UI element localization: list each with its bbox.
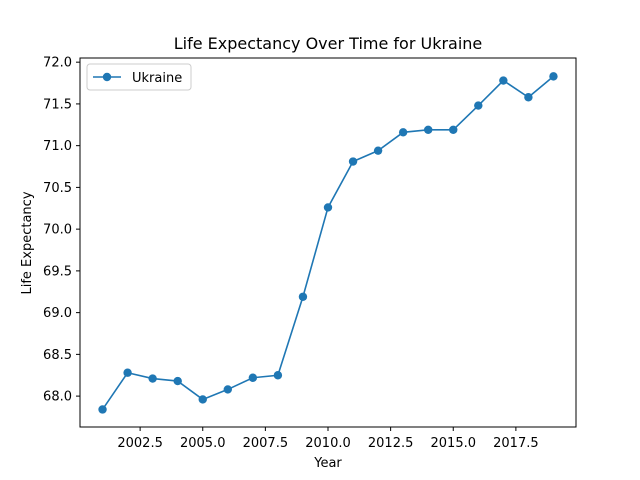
data-point bbox=[248, 373, 258, 382]
x-tick-label: 2005.0 bbox=[180, 436, 226, 451]
x-tick-label: 2017.5 bbox=[493, 436, 539, 451]
y-axis-label: Life Expectancy bbox=[20, 191, 35, 294]
x-tick-label: 2012.5 bbox=[368, 436, 414, 451]
x-tick-label: 2007.5 bbox=[243, 436, 289, 451]
data-point bbox=[298, 292, 308, 301]
y-tick-label: 72.0 bbox=[43, 56, 72, 71]
y-tick-label: 70.0 bbox=[43, 223, 72, 238]
legend-box bbox=[86, 63, 192, 91]
data-point bbox=[449, 125, 458, 134]
plot-area: 2002.5 2005.0 2007.5 2010.0 2012.5 2015.0 2017… bbox=[43, 56, 577, 451]
x-axis-label: Year bbox=[313, 456, 342, 471]
data-point bbox=[173, 376, 182, 386]
legend-dot-marker bbox=[102, 72, 112, 82]
data-point bbox=[198, 395, 207, 404]
data-point bbox=[398, 128, 408, 137]
legend-label: Ukraine bbox=[132, 71, 182, 86]
data-point bbox=[373, 146, 383, 155]
y-tick-label: 69.5 bbox=[43, 264, 72, 279]
y-tick-label: 68.5 bbox=[43, 348, 72, 363]
data-point bbox=[98, 405, 107, 414]
data-point bbox=[123, 368, 132, 377]
data-point bbox=[549, 72, 558, 81]
data-point bbox=[348, 157, 358, 166]
chart-title: Life Expectancy Over Time for Ukraine bbox=[174, 34, 483, 53]
legend: Ukraine bbox=[86, 63, 192, 91]
data-point bbox=[524, 93, 533, 102]
y-tick-label: 70.5 bbox=[43, 181, 72, 196]
data-point bbox=[424, 125, 433, 134]
x-tick-label: 2002.5 bbox=[117, 436, 163, 451]
x-tick-label: 2015.0 bbox=[431, 436, 477, 451]
y-tick-label: 71.5 bbox=[43, 97, 72, 112]
data-point bbox=[273, 371, 283, 380]
data-point bbox=[474, 101, 483, 110]
data-point bbox=[223, 385, 232, 394]
y-tick-label: 68.0 bbox=[43, 390, 72, 405]
x-tick-label: 2010.0 bbox=[305, 436, 351, 451]
data-point bbox=[148, 374, 157, 383]
y-tick-label: 71.0 bbox=[43, 139, 72, 154]
data-point bbox=[499, 76, 508, 85]
data-point bbox=[323, 203, 333, 212]
y-tick-label: 69.0 bbox=[43, 306, 72, 321]
